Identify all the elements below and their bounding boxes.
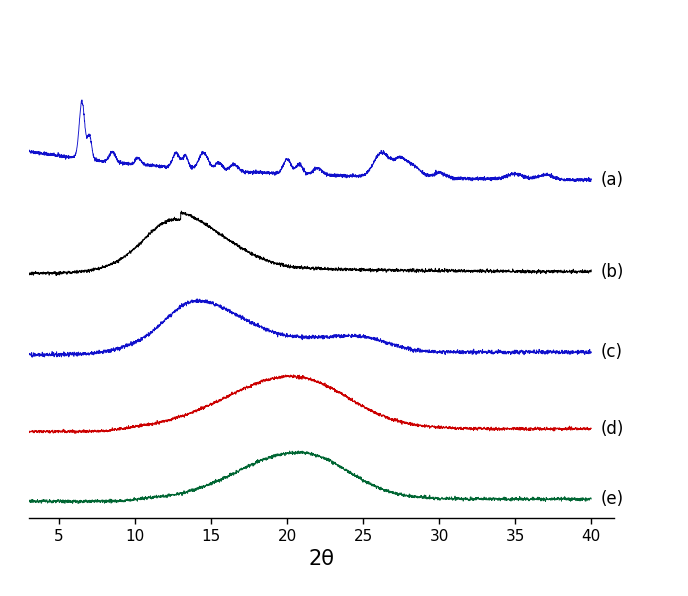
Text: (e): (e) (600, 490, 623, 508)
Text: (b): (b) (600, 263, 623, 281)
X-axis label: 2θ: 2θ (308, 549, 334, 569)
Text: (a): (a) (600, 171, 623, 189)
Text: (c): (c) (600, 343, 622, 361)
Text: (d): (d) (600, 420, 623, 437)
